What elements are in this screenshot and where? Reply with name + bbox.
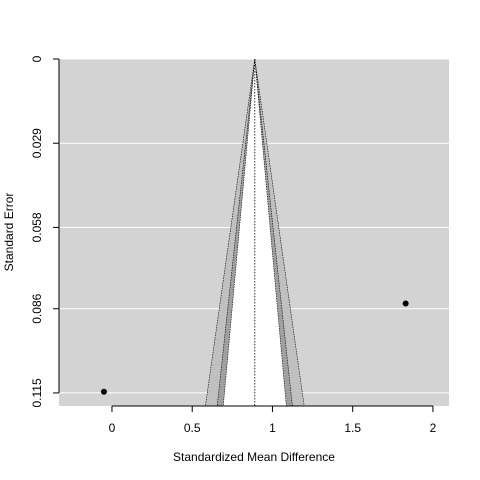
y-tick-label: 0.058 xyxy=(30,212,44,242)
y-tick-label: 0.029 xyxy=(30,128,44,158)
y-axis-label: Standard Error xyxy=(2,193,16,272)
x-tick-label: 2 xyxy=(430,421,437,435)
contour-inner xyxy=(222,58,287,407)
x-tick-label: 0.5 xyxy=(184,421,201,435)
x-tick-label: 0 xyxy=(109,421,116,435)
y-axis-ticks: 0 0.029 0.058 0.086 0.115 xyxy=(30,55,59,408)
y-tick-label: 0.115 xyxy=(30,378,44,407)
y-tick-label: 0 xyxy=(30,55,44,62)
x-tick-label: 1 xyxy=(269,421,276,435)
study-points xyxy=(100,300,409,395)
x-axis-ticks: 0 0.5 1 1.5 2 xyxy=(109,406,437,435)
study-point xyxy=(100,388,107,395)
y-tick-label: 0.086 xyxy=(30,293,44,323)
x-axis-label: Standardized Mean Difference xyxy=(173,450,335,464)
study-point xyxy=(402,300,409,307)
significance-contours xyxy=(205,58,305,407)
x-tick-label: 1.5 xyxy=(344,421,361,435)
